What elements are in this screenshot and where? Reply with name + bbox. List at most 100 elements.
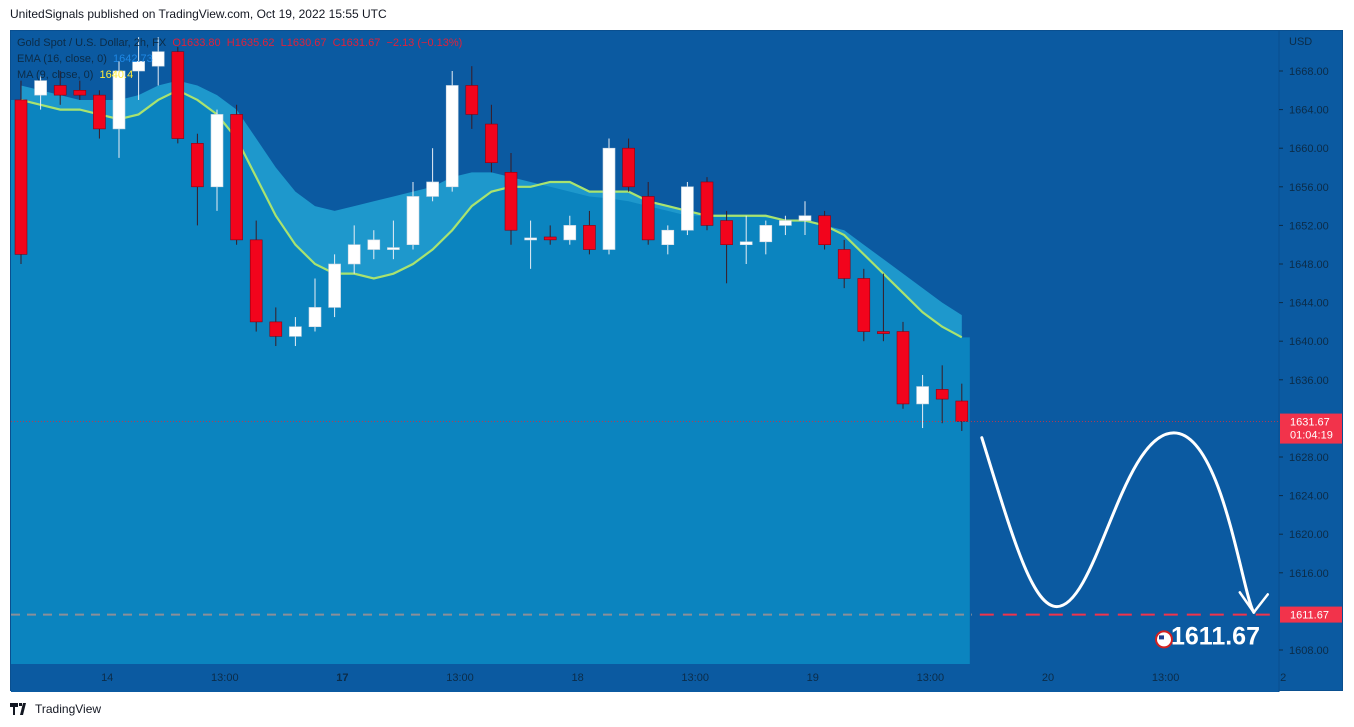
candle-body [818, 215, 831, 246]
projection-arrowhead [1238, 591, 1270, 614]
candle-body [132, 61, 145, 72]
y-tick-label: 1664.00 [1289, 105, 1329, 117]
x-tick-label: 13:00 [211, 672, 239, 684]
annotation-target-text: 1611.67 [1171, 623, 1260, 651]
y-tick-label: 1652.00 [1289, 220, 1329, 232]
candle-26 [524, 220, 537, 269]
candle-body [230, 114, 243, 241]
candle-38 [759, 220, 773, 255]
candle-25 [504, 153, 518, 245]
candle-24 [485, 104, 498, 173]
candle-body [426, 181, 439, 197]
last-price-tag [1280, 413, 1342, 444]
candle-8 [171, 46, 185, 144]
candle-body [504, 172, 518, 231]
last-price-label: 1631.67 [1290, 417, 1330, 429]
candle-body [563, 225, 577, 241]
y-axis-currency: USD [1289, 36, 1312, 48]
legend-high: H1635.62 [226, 37, 275, 49]
candle-body [935, 389, 949, 400]
y-tick-label: 1636.00 [1289, 375, 1329, 387]
y-tick-label: 1656.00 [1289, 182, 1329, 194]
candle-30 [602, 138, 616, 255]
candle-39 [779, 215, 792, 236]
chart-frame[interactable]: 1611.67 14 13:00 17 13:00 18 13:00 19 13:00 20 13:… [10, 30, 1344, 692]
candle-23 [465, 66, 479, 129]
y-tick-label: 1628.00 [1289, 452, 1329, 464]
candle-body [387, 247, 400, 250]
footer: TradingView [10, 702, 101, 716]
candle-34 [681, 181, 694, 236]
countdown-label: 01:04:19 [1290, 430, 1333, 442]
candle-3 [73, 80, 87, 100]
candle-4 [93, 90, 106, 139]
candle-19 [387, 220, 400, 260]
candle-6 [132, 37, 145, 100]
x-tick-label: 14 [101, 672, 113, 684]
candle-body [720, 220, 733, 245]
candle-body [896, 331, 910, 405]
legend-symbol-row[interactable]: Gold Spot / U.S. Dollar, 2h, FX O1633.80… [17, 35, 462, 51]
y-tick-label: 1616.00 [1289, 568, 1329, 580]
candle-48 [955, 383, 969, 431]
publisher-line: UnitedSignals published on TradingView.c… [10, 7, 387, 21]
x-tick-label: 19 [807, 672, 819, 684]
candle-body [524, 237, 537, 241]
candle-body [308, 307, 322, 328]
candle-20 [406, 181, 420, 250]
legend-ema-row[interactable]: EMA (16, close, 0) 1642.73 [17, 51, 462, 67]
legend-symbol: Gold Spot / U.S. Dollar, 2h, FX [17, 37, 167, 49]
legend-change: −2.13 (−0.13%) [386, 37, 463, 49]
candle-13 [269, 307, 283, 347]
candle-47 [935, 365, 949, 424]
candle-body [73, 89, 87, 96]
candle-body [798, 215, 812, 221]
candle-body [681, 186, 694, 231]
y-tick-label: 1644.00 [1289, 298, 1329, 310]
x-tick-label: 18 [571, 672, 583, 684]
candle-body [14, 99, 28, 255]
candle-44 [877, 273, 890, 342]
price-chart[interactable]: 1611.67 14 13:00 17 13:00 18 13:00 19 13:00 20 13:… [11, 31, 1344, 692]
candle-body [53, 85, 67, 96]
target-price-label: 1611.67 [1290, 610, 1329, 622]
candle-body [347, 244, 361, 265]
candle-body [406, 196, 420, 245]
y-tick-label: 1620.00 [1289, 529, 1329, 541]
candle-body [210, 114, 224, 188]
candle-37 [739, 215, 753, 264]
y-tick-label: 1648.00 [1289, 259, 1329, 271]
legend-ma-label: MA (9, close, 0) [17, 69, 94, 81]
candle-11 [230, 104, 243, 245]
chart-legend: Gold Spot / U.S. Dollar, 2h, FX O1633.80… [17, 35, 462, 83]
candle-body [465, 85, 479, 115]
candle-0 [14, 80, 28, 264]
candle-32 [641, 181, 655, 245]
legend-ma-row[interactable]: MA (9, close, 0) 1640.4 [17, 67, 462, 83]
candle-body [269, 321, 283, 337]
candle-body [485, 123, 498, 163]
candle-40 [798, 201, 812, 236]
candle-body [34, 80, 47, 96]
candle-body [191, 143, 204, 188]
us-flag-canton [1159, 635, 1164, 640]
candle-41 [818, 210, 831, 250]
candle-5 [112, 61, 126, 158]
footer-brand: TradingView [35, 702, 102, 716]
legend-low: L1630.67 [280, 37, 327, 49]
candle-body [289, 326, 302, 337]
candle-46 [916, 374, 929, 429]
candle-body [543, 236, 557, 241]
candle-body [328, 263, 341, 308]
target-price-tag [1280, 606, 1342, 623]
candle-body [700, 181, 714, 226]
legend-ema-value: 1642.73 [113, 53, 153, 65]
candle-body [641, 196, 655, 241]
candle-15 [308, 278, 322, 332]
projection-curve [980, 431, 1256, 614]
candle-43 [857, 268, 871, 342]
x-tick-label: 17 [336, 672, 348, 684]
legend-open: O1633.80 [172, 37, 221, 49]
tradingview-logo-icon [10, 703, 26, 715]
candle-body [583, 225, 596, 250]
